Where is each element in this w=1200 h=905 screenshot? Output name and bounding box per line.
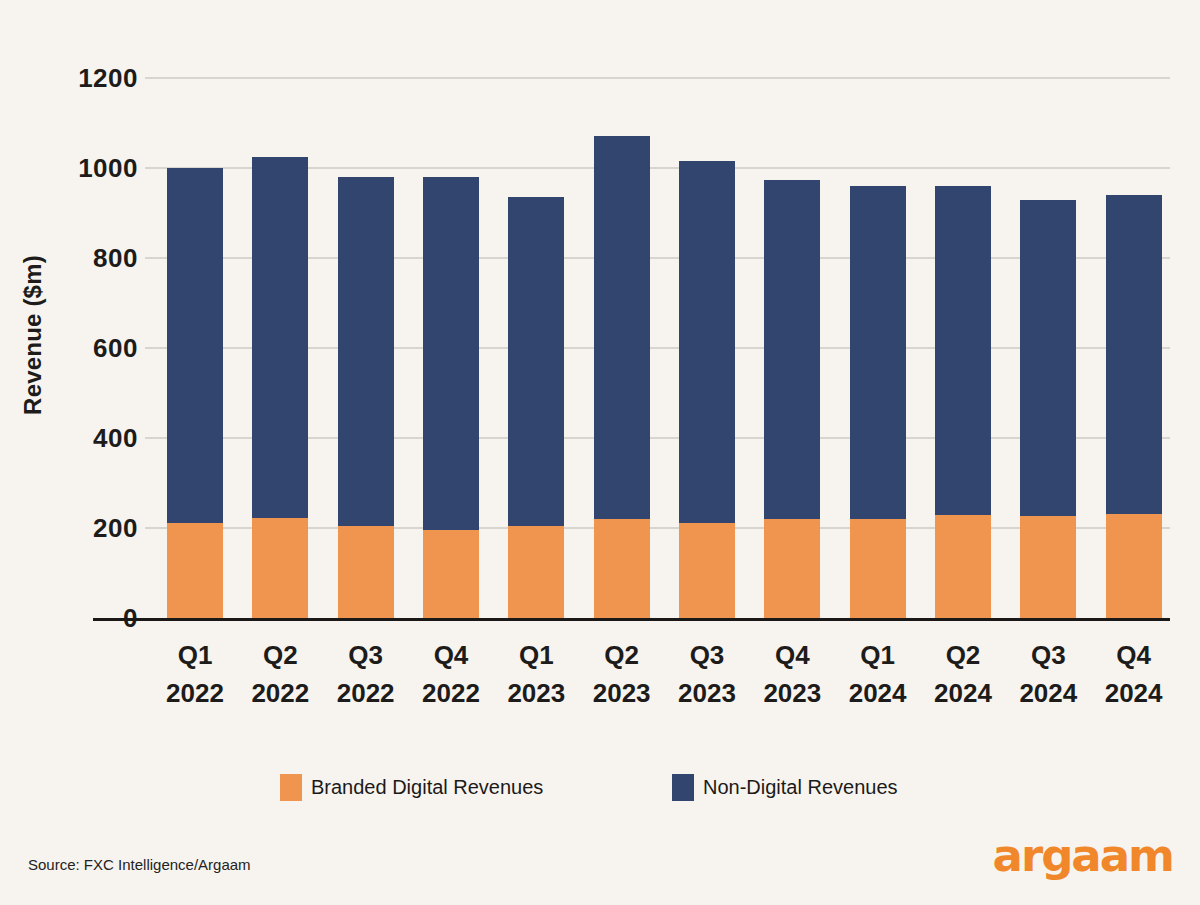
legend-swatch-non-digital xyxy=(672,774,694,801)
x-label-year: 2022 xyxy=(232,678,328,708)
legend-label-branded-digital: Branded Digital Revenues xyxy=(311,776,543,799)
bar-segment-branded-digital xyxy=(423,530,479,618)
bar-segment-branded-digital xyxy=(935,515,991,618)
bar-segment-branded-digital xyxy=(594,519,650,618)
x-label-quarter: Q4 xyxy=(1086,640,1182,670)
bar-segment-branded-digital xyxy=(508,526,564,618)
y-tick-label: 1200 xyxy=(30,62,138,94)
x-label-quarter: Q2 xyxy=(232,640,328,670)
x-label-year: 2024 xyxy=(1000,678,1096,708)
bar-segment-non-digital xyxy=(508,197,564,526)
x-label-year: 2022 xyxy=(318,678,414,708)
plot-area xyxy=(145,78,1170,618)
legend-item-non-digital: Non-Digital Revenues xyxy=(672,770,898,804)
bar-segment-non-digital xyxy=(764,180,820,519)
legend-label-non-digital: Non-Digital Revenues xyxy=(703,776,898,799)
bar-segment-branded-digital xyxy=(1106,514,1162,618)
bar-segment-branded-digital xyxy=(338,526,394,618)
x-label-year: 2023 xyxy=(574,678,670,708)
bar-segment-non-digital xyxy=(423,177,479,530)
x-label-year: 2024 xyxy=(1086,678,1182,708)
bar-segment-branded-digital xyxy=(764,519,820,618)
x-label-quarter: Q4 xyxy=(744,640,840,670)
x-label-year: 2024 xyxy=(915,678,1011,708)
bar-segment-branded-digital xyxy=(679,523,735,618)
x-label-year: 2022 xyxy=(403,678,499,708)
x-label-quarter: Q4 xyxy=(403,640,499,670)
x-label-quarter: Q1 xyxy=(147,640,243,670)
argaam-logo: argaam xyxy=(993,832,1173,880)
x-label-year: 2022 xyxy=(147,678,243,708)
x-label-year: 2023 xyxy=(659,678,755,708)
bar-segment-non-digital xyxy=(1106,195,1162,514)
legend: Branded Digital Revenues Non-Digital Rev… xyxy=(0,770,1200,810)
x-label-quarter: Q3 xyxy=(1000,640,1096,670)
y-tick-label: 800 xyxy=(30,242,138,274)
bar-segment-non-digital xyxy=(935,186,991,515)
bar-segment-non-digital xyxy=(252,157,308,518)
x-label-quarter: Q3 xyxy=(659,640,755,670)
x-label-quarter: Q1 xyxy=(830,640,926,670)
bar-segment-non-digital xyxy=(1020,200,1076,516)
bar-segment-non-digital xyxy=(594,136,650,519)
bar-segment-non-digital xyxy=(679,161,735,523)
x-label-year: 2023 xyxy=(488,678,584,708)
x-label-quarter: Q3 xyxy=(318,640,414,670)
bar-segment-non-digital xyxy=(850,186,906,519)
x-axis-line xyxy=(93,618,1170,621)
source-note: Source: FXC Intelligence/Argaam xyxy=(28,856,251,873)
chart-root: Revenue ($m) 020040060080010001200 Q1202… xyxy=(0,0,1200,905)
y-tick-label: 600 xyxy=(30,332,138,364)
x-label-year: 2024 xyxy=(830,678,926,708)
x-label-quarter: Q2 xyxy=(915,640,1011,670)
x-label-year: 2023 xyxy=(744,678,840,708)
bar-segment-non-digital xyxy=(338,177,394,526)
y-tick-label: 1000 xyxy=(30,152,138,184)
gridline xyxy=(145,77,1170,79)
bar-segment-branded-digital xyxy=(850,519,906,618)
bar-segment-non-digital xyxy=(167,168,223,523)
bar-segment-branded-digital xyxy=(167,523,223,618)
bar-segment-branded-digital xyxy=(1020,516,1076,618)
x-label-quarter: Q2 xyxy=(574,640,670,670)
y-tick-label: 400 xyxy=(30,422,138,454)
legend-item-branded-digital: Branded Digital Revenues xyxy=(280,770,543,804)
x-label-quarter: Q1 xyxy=(488,640,584,670)
legend-swatch-branded-digital xyxy=(280,774,302,801)
bar-segment-branded-digital xyxy=(252,518,308,618)
y-tick-label: 200 xyxy=(30,512,138,544)
